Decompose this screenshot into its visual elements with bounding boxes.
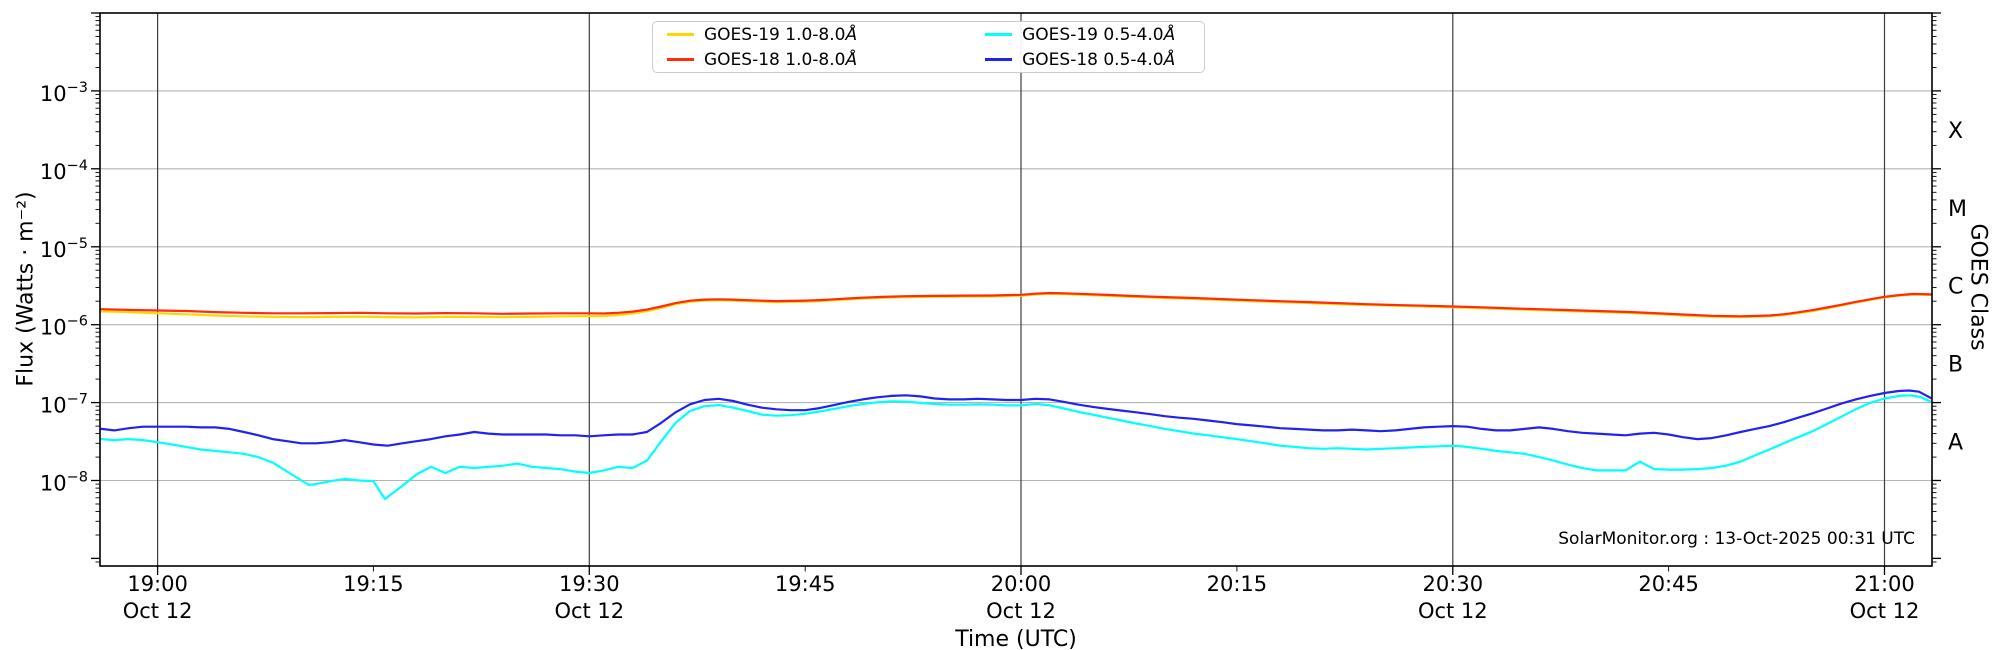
goes-class-letter: M	[1948, 197, 1967, 222]
y-tick-label: 10−4	[40, 158, 88, 184]
x-tick-label: 19:15	[343, 572, 404, 596]
legend-item: GOES-19 1.0-8.0Å	[667, 25, 857, 45]
horizontal-gridlines	[100, 90, 1932, 482]
goes-class-letter: A	[1948, 431, 1963, 456]
legend-item: GOES-19 0.5-4.0Å	[985, 25, 1175, 45]
legend-item: GOES-18 0.5-4.0Å	[985, 50, 1175, 70]
goes-18-long-curve	[100, 291, 1932, 318]
x-axis-label: Time (UTC)	[955, 627, 1077, 650]
legend-line-swatch-icon	[667, 58, 694, 61]
goes-18-short-curve	[100, 389, 1932, 447]
vertical-gridlines	[157, 13, 1886, 566]
y-tick-label: 10−3	[40, 80, 88, 106]
x-tick-label: 19:45	[775, 572, 836, 596]
x-tick-label: 20:15	[1207, 572, 1268, 596]
legend-line-swatch-icon	[985, 33, 1013, 36]
x-tick-label: 19:00	[127, 572, 188, 596]
legend-item-label: GOES-18 0.5-4.0Å	[1022, 49, 1176, 70]
legend-column: GOES-19 0.5-4.0Å GOES-18 0.5-4.0Å	[985, 22, 1175, 72]
legend-line-swatch-icon	[667, 33, 694, 36]
legend-item: GOES-18 1.0-8.0Å	[667, 50, 857, 70]
legend-column: GOES-19 1.0-8.0Å GOES-18 1.0-8.0Å	[667, 22, 857, 72]
x-tick-label: 20:45	[1638, 572, 1699, 596]
x-tick-date: Oct 12	[1850, 599, 1920, 623]
x-tick-label: 19:30	[559, 572, 620, 596]
y-tick-label: 10−6	[40, 314, 88, 340]
y-axis-label: Flux (Watts · m⁻²)	[13, 191, 39, 387]
x-tick-label: 20:30	[1423, 572, 1484, 596]
x-tick-label: 20:00	[991, 572, 1052, 596]
y-tick-label: 10−8	[40, 470, 88, 496]
x-axis-ticks-and-labels: 19:00 Oct 12 19:15 19:30 Oct 12 19:45 20:00 Oct…	[123, 566, 1920, 623]
legend-item-label: GOES-19 1.0-8.0Å	[704, 24, 858, 45]
goes-19-short-curve	[100, 394, 1932, 501]
y-tick-labels: 10−3 10−4 10−5 10−6 10−7 10−8	[40, 80, 88, 496]
goes-class-letter: C	[1948, 275, 1963, 300]
y-tick-label: 10−7	[40, 392, 88, 418]
y-axis-ticks	[91, 12, 1941, 563]
x-tick-date: Oct 12	[1418, 599, 1488, 623]
legend-line-swatch-icon	[985, 58, 1013, 61]
x-tick-date: Oct 12	[123, 599, 193, 623]
x-tick-label: 21:00	[1854, 572, 1915, 596]
right-axis-label: GOES Class	[1965, 223, 1991, 351]
x-tick-date: Oct 12	[554, 599, 624, 623]
watermark: SolarMonitor.org : 13-Oct-2025 00:31 UTC	[1558, 529, 1915, 549]
y-tick-label: 10−5	[40, 236, 88, 262]
legend-item-label: GOES-19 0.5-4.0Å	[1022, 24, 1176, 45]
plot-frame	[99, 12, 1933, 567]
goes-class-letter: B	[1948, 353, 1963, 378]
goes-class-letters: X M C B A	[1948, 119, 1967, 456]
legend: GOES-19 1.0-8.0Å GOES-18 1.0-8.0Å GOES-19 …	[652, 21, 1205, 73]
legend-item-label: GOES-18 1.0-8.0Å	[704, 49, 858, 70]
goes-class-letter: X	[1948, 119, 1963, 144]
x-tick-date: Oct 12	[986, 599, 1056, 623]
